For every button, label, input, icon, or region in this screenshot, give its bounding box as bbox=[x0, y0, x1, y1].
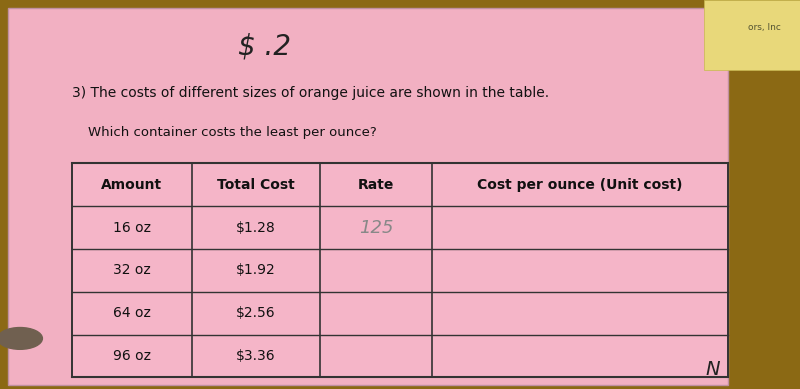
Text: 32 oz: 32 oz bbox=[113, 263, 151, 277]
FancyBboxPatch shape bbox=[704, 0, 800, 70]
Text: 96 oz: 96 oz bbox=[113, 349, 151, 363]
Text: $3.36: $3.36 bbox=[236, 349, 276, 363]
Text: $1.28: $1.28 bbox=[236, 221, 276, 235]
Circle shape bbox=[0, 328, 42, 349]
Text: $2.56: $2.56 bbox=[236, 306, 276, 320]
Text: $1.92: $1.92 bbox=[236, 263, 276, 277]
Text: Amount: Amount bbox=[102, 178, 162, 192]
Text: 3) The costs of different sizes of orange juice are shown in the table.: 3) The costs of different sizes of orang… bbox=[72, 86, 549, 100]
Text: $ .2: $ .2 bbox=[238, 33, 290, 61]
Text: 16 oz: 16 oz bbox=[113, 221, 151, 235]
Text: 64 oz: 64 oz bbox=[113, 306, 151, 320]
Text: Which container costs the least per ounce?: Which container costs the least per ounc… bbox=[88, 126, 377, 139]
Text: 125: 125 bbox=[358, 219, 394, 237]
Text: ors, Inc: ors, Inc bbox=[747, 23, 781, 32]
FancyBboxPatch shape bbox=[72, 163, 728, 377]
Text: N: N bbox=[706, 360, 720, 379]
Text: Total Cost: Total Cost bbox=[217, 178, 295, 192]
FancyBboxPatch shape bbox=[8, 8, 728, 385]
Text: Rate: Rate bbox=[358, 178, 394, 192]
Text: Cost per ounce (Unit cost): Cost per ounce (Unit cost) bbox=[478, 178, 682, 192]
